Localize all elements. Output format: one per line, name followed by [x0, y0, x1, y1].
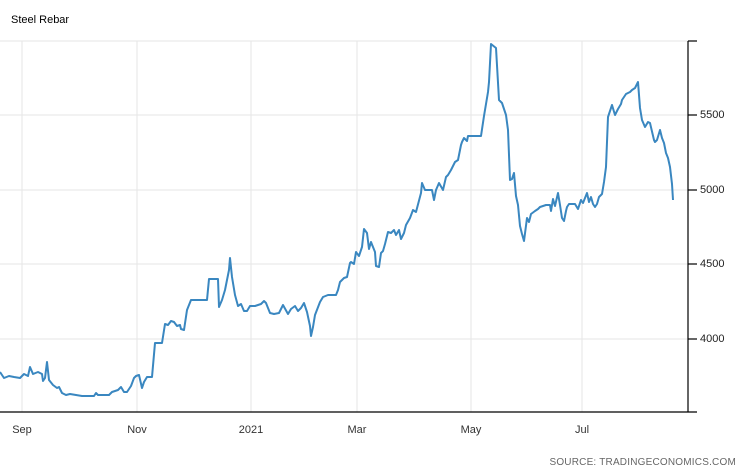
y-tick-label: 4500 — [700, 258, 725, 270]
chart-title: Steel Rebar — [11, 14, 70, 26]
y-tick-label: 5500 — [700, 109, 725, 121]
source-attribution: SOURCE: TRADINGECONOMICS.COM — [549, 457, 736, 468]
x-tick-label: Nov — [127, 424, 147, 436]
y-tick-label: 4000 — [700, 333, 725, 345]
x-tick-label: Jul — [574, 424, 590, 436]
x-tick-label: May — [460, 424, 482, 436]
axes — [0, 40, 697, 413]
grid-lines — [0, 40, 688, 412]
x-tick-label: 2021 — [238, 424, 264, 436]
x-tick-label: Mar — [347, 424, 367, 436]
steel-rebar-series-line — [0, 43, 674, 397]
x-tick-label: Sep — [12, 424, 32, 436]
y-tick-label: 5000 — [700, 184, 725, 196]
